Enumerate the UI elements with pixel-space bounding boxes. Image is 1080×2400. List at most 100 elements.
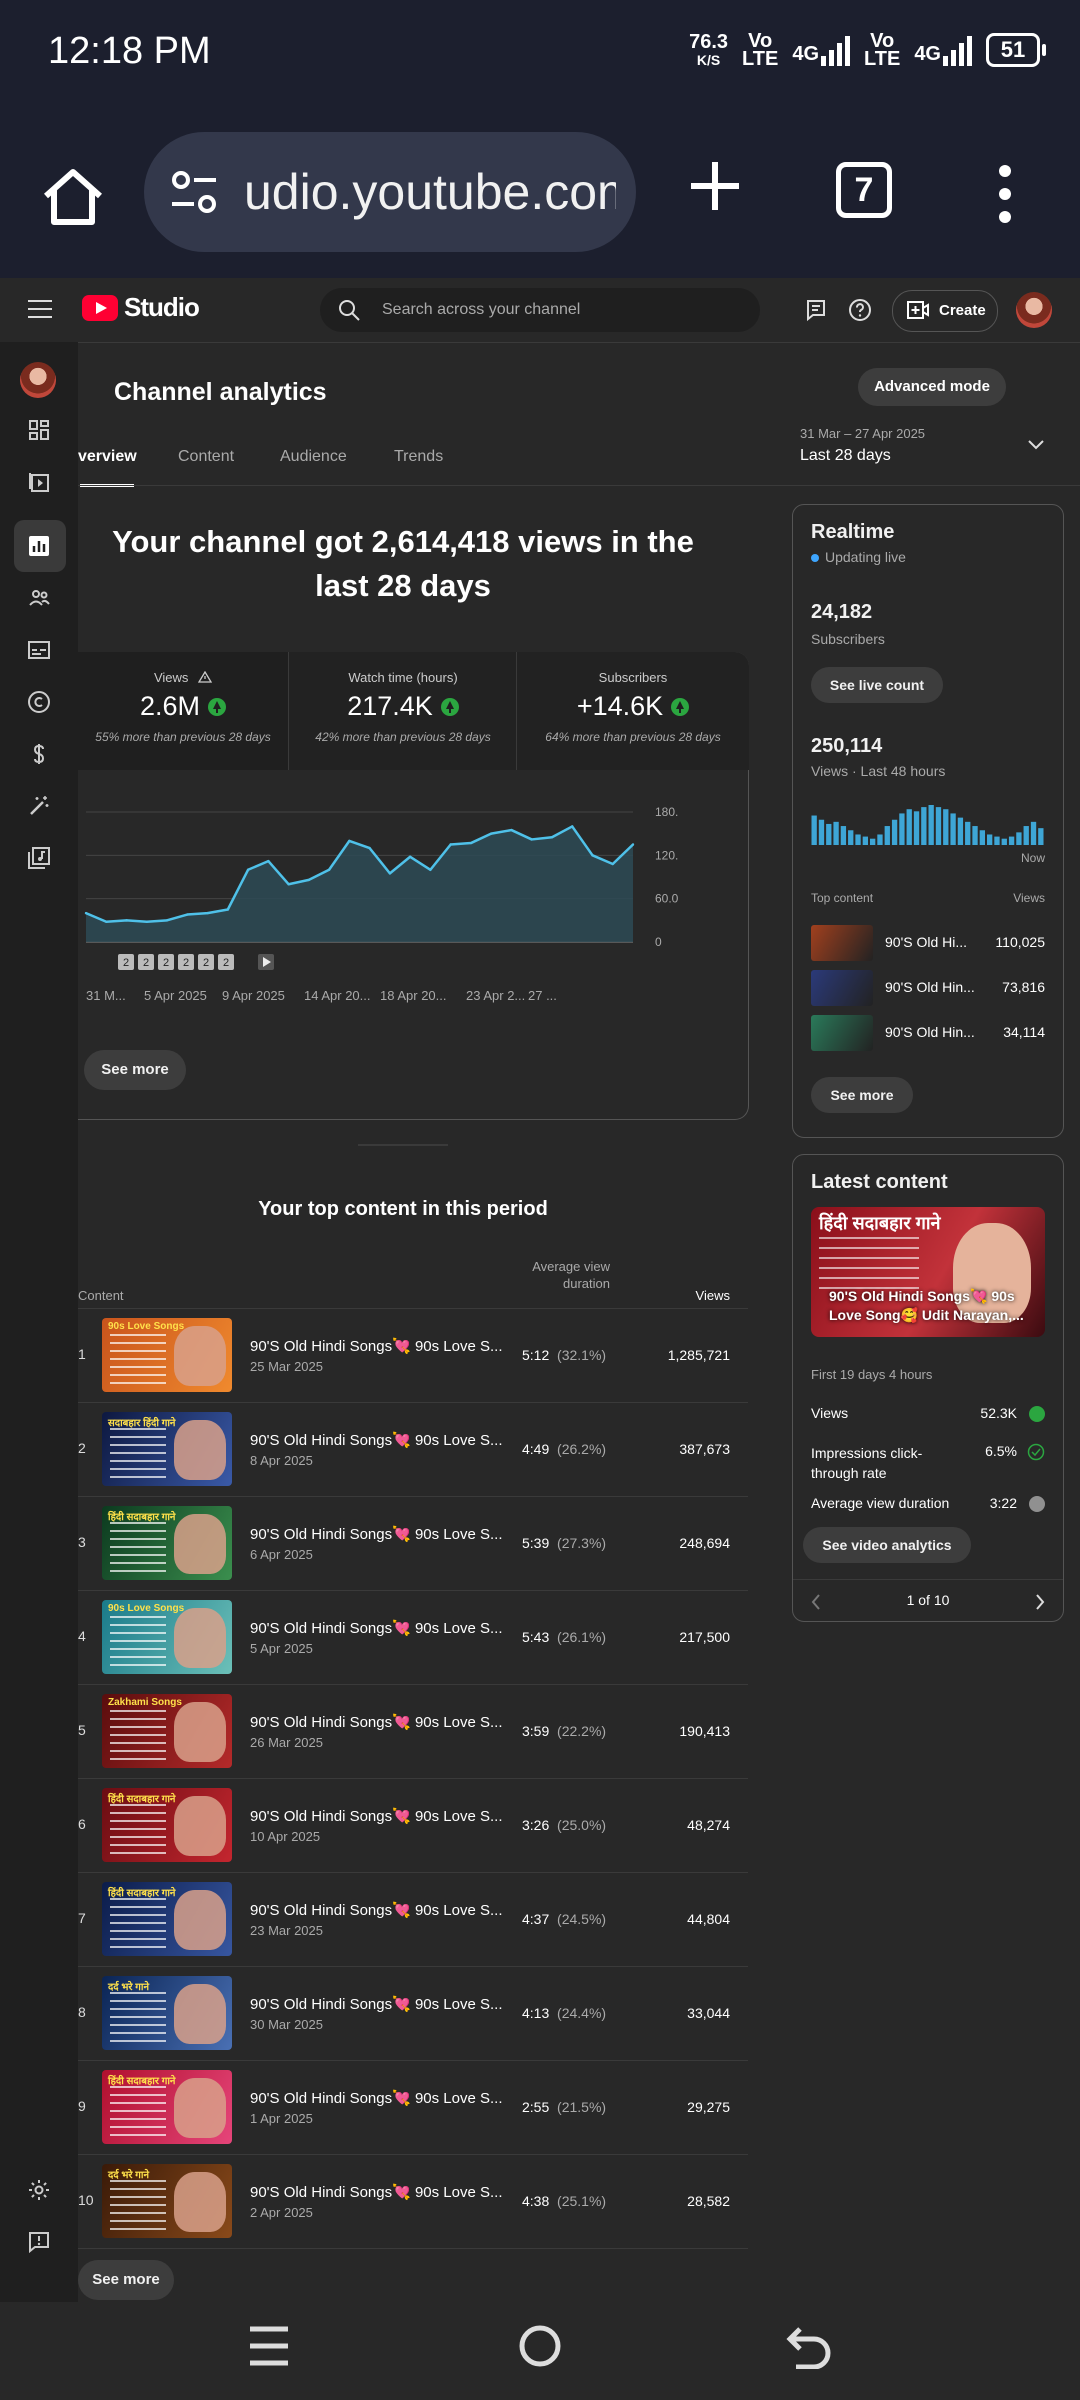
tab-trends[interactable]: Trends	[394, 448, 444, 465]
trend-down-icon	[1029, 1496, 1045, 1512]
help-icon[interactable]	[848, 298, 872, 322]
table-row[interactable]: 1 90s Love Songs 90'S Old Hindi Songs💘 90s…	[78, 1309, 748, 1403]
avd-value: 3:59	[522, 1723, 550, 1739]
realtime-content-item[interactable]: 90'S Old Hin... 34,114	[811, 1015, 1045, 1051]
kpi-subscribers[interactable]: Subscribers +14.6K 64% more than previou…	[516, 652, 749, 770]
channel-avatar[interactable]	[20, 362, 56, 398]
send-feedback-icon[interactable]	[27, 2230, 51, 2254]
table-row[interactable]: 3 हिंदी सदाबहार गाने 90'S Old Hindi Songs💘…	[78, 1497, 748, 1591]
menu-icon[interactable]	[28, 300, 52, 318]
site-settings-icon[interactable]	[168, 166, 220, 218]
table-row[interactable]: 8 दर्द भरे गाने 90'S Old Hindi Songs💘 90s …	[78, 1967, 748, 2061]
tab-switcher-button[interactable]: 7	[836, 162, 892, 218]
video-title[interactable]: 90'S Old Hindi Songs💘 90s Love S...	[250, 1808, 503, 1825]
realtime-content-item[interactable]: 90'S Old Hin... 73,816	[811, 970, 1045, 1006]
table-row[interactable]: 5 Zakhami Songs 90'S Old Hindi Songs💘 90s …	[78, 1685, 748, 1779]
customization-icon[interactable]	[27, 794, 51, 818]
avd-percent: (25.0%)	[557, 1817, 607, 1833]
realtime-card: Realtime Updating live 24,182 Subscriber…	[792, 504, 1064, 1138]
copyright-icon[interactable]	[27, 690, 51, 714]
video-title[interactable]: 90'S Old Hindi Songs💘 90s Love S...	[250, 1714, 503, 1731]
chevron-right-icon[interactable]	[1035, 1594, 1045, 1610]
table-row[interactable]: 7 हिंदी सदाबहार गाने 90'S Old Hindi Songs💘…	[78, 1873, 748, 1967]
see-live-count-button[interactable]: See live count	[811, 667, 943, 703]
thumbnail-caption: दर्द भरे गाने	[108, 2170, 150, 2181]
column-avg-duration[interactable]: Average view duration	[532, 1259, 610, 1291]
table-row[interactable]: 10 दर्द भरे गाने 90'S Old Hindi Songs💘 90s…	[78, 2155, 748, 2249]
kpi-views[interactable]: Views 2.6M 55% more than previous 28 day…	[78, 652, 288, 770]
more-options-icon[interactable]	[998, 164, 1012, 224]
video-date: 10 Apr 2025	[250, 1829, 321, 1844]
recent-apps-icon[interactable]	[248, 2323, 290, 2369]
feedback-icon[interactable]	[804, 298, 828, 322]
tab-audience[interactable]: Audience	[280, 448, 347, 465]
video-thumbnail[interactable]: हिंदी सदाबहार गाने	[102, 1882, 232, 1956]
avd-percent: (24.4%)	[557, 2005, 607, 2021]
video-title[interactable]: 90'S Old Hindi Songs💘 90s Love S...	[250, 1902, 503, 1919]
tab-overview[interactable]: verview	[78, 448, 137, 465]
realtime-bar	[987, 834, 993, 845]
chevron-left-icon[interactable]	[811, 1594, 821, 1610]
thumbnail-caption: Zakhami Songs	[108, 1697, 182, 1708]
tab-content[interactable]: Content	[178, 448, 235, 465]
video-title[interactable]: 90'S Old Hindi Songs💘 90s Love S...	[250, 1432, 503, 1449]
search-input[interactable]: Search across your channel	[320, 288, 760, 332]
realtime-bar	[848, 830, 854, 845]
content-icon[interactable]	[27, 470, 51, 494]
now-label: Now	[1020, 851, 1045, 865]
table-row[interactable]: 4 90s Love Songs 90'S Old Hindi Songs💘 90s…	[78, 1591, 748, 1685]
advanced-mode-button[interactable]: Advanced mode	[858, 368, 1006, 406]
realtime-content-item[interactable]: 90'S Old Hi... 110,025	[811, 925, 1045, 961]
video-title[interactable]: 90'S Old Hindi Songs💘 90s Love S...	[250, 1526, 503, 1543]
video-thumbnail[interactable]: 90s Love Songs	[102, 1600, 232, 1674]
video-thumbnail[interactable]: दर्द भरे गाने	[102, 1976, 232, 2050]
community-icon[interactable]	[27, 586, 51, 610]
video-title[interactable]: 90'S Old Hindi Songs💘 90s Love S...	[250, 1996, 503, 2013]
video-views: 73,816	[1002, 979, 1045, 995]
home-icon[interactable]	[38, 162, 108, 232]
latest-video-thumbnail[interactable]: हिंदी सदाबहार गाने 90'S Old Hindi Songs💘…	[811, 1207, 1045, 1337]
video-thumbnail[interactable]: Zakhami Songs	[102, 1694, 232, 1768]
studio-logo[interactable]: Studio	[82, 292, 200, 323]
account-avatar[interactable]	[1016, 292, 1052, 328]
latest-stat-views: Views 52.3K	[811, 1405, 1045, 1422]
settings-icon[interactable]	[27, 2178, 51, 2202]
video-thumbnail[interactable]: सदाबहार हिंदी गाने	[102, 1412, 232, 1486]
video-thumbnail[interactable]: हिंदी सदाबहार गाने	[102, 2070, 232, 2144]
see-more-button[interactable]: See more	[84, 1050, 186, 1090]
data-point	[105, 920, 108, 923]
subtitles-icon[interactable]	[27, 638, 51, 662]
video-title[interactable]: 90'S Old Hindi Songs💘 90s Love S...	[250, 2090, 503, 2107]
dashboard-icon[interactable]	[27, 418, 51, 442]
video-title[interactable]: 90'S Old Hindi Songs💘 90s Love S...	[250, 1338, 503, 1355]
thumbnail-face	[174, 1890, 226, 1950]
url-bar[interactable]: udio.youtube.com	[144, 132, 636, 252]
video-title[interactable]: 90'S Old Hindi Songs💘 90s Love S...	[250, 2184, 503, 2201]
create-button[interactable]: Create	[892, 290, 998, 332]
thumbnail-caption: हिंदी सदाबहार गाने	[108, 1888, 176, 1899]
video-thumbnail[interactable]: हिंदी सदाबहार गाने	[102, 1788, 232, 1862]
date-range-picker[interactable]: 31 Mar – 27 Apr 2025 Last 28 days	[800, 426, 925, 465]
video-marker	[198, 954, 214, 970]
kpi-watch-time[interactable]: Watch time (hours) 217.4K 42% more than …	[288, 652, 517, 770]
home-button-icon[interactable]	[518, 2323, 562, 2369]
video-thumbnail[interactable]: 90s Love Songs	[102, 1318, 232, 1392]
see-video-analytics-button[interactable]: See video analytics	[803, 1527, 971, 1563]
new-tab-icon[interactable]	[685, 156, 745, 216]
table-row[interactable]: 9 हिंदी सदाबहार गाने 90'S Old Hindi Songs💘…	[78, 2061, 748, 2155]
chevron-down-icon[interactable]	[1028, 440, 1044, 450]
video-thumbnail[interactable]: दर्द भरे गाने	[102, 2164, 232, 2238]
see-more-content-button[interactable]: See more	[78, 2260, 174, 2300]
earn-icon[interactable]	[27, 742, 51, 766]
audio-library-icon[interactable]	[27, 846, 51, 870]
analytics-icon[interactable]	[27, 534, 51, 558]
back-icon[interactable]	[786, 2323, 832, 2369]
realtime-bar	[913, 811, 920, 845]
column-views[interactable]: Views	[695, 1288, 730, 1303]
realtime-see-more-button[interactable]: See more	[811, 1077, 913, 1113]
table-row[interactable]: 2 सदाबहार हिंदी गाने 90'S Old Hindi Songs💘…	[78, 1403, 748, 1497]
video-thumbnail[interactable]: हिंदी सदाबहार गाने	[102, 1506, 232, 1580]
video-date: 8 Apr 2025	[250, 1453, 313, 1468]
video-title[interactable]: 90'S Old Hindi Songs💘 90s Love S...	[250, 1620, 503, 1637]
table-row[interactable]: 6 हिंदी सदाबहार गाने 90'S Old Hindi Songs💘…	[78, 1779, 748, 1873]
